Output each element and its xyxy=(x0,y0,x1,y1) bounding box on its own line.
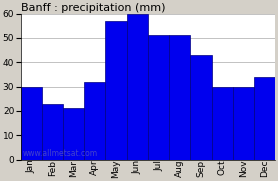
Bar xyxy=(212,87,233,160)
Bar xyxy=(254,77,275,160)
Bar xyxy=(190,55,212,160)
Bar xyxy=(233,87,254,160)
Bar xyxy=(63,108,84,160)
Bar xyxy=(169,35,190,160)
Bar xyxy=(84,82,105,160)
Bar xyxy=(105,21,127,160)
Text: www.allmetsat.com: www.allmetsat.com xyxy=(23,149,98,158)
Bar xyxy=(42,104,63,160)
Text: Banff : precipitation (mm): Banff : precipitation (mm) xyxy=(21,3,165,13)
Bar xyxy=(127,14,148,160)
Bar xyxy=(21,87,42,160)
Bar xyxy=(148,35,169,160)
